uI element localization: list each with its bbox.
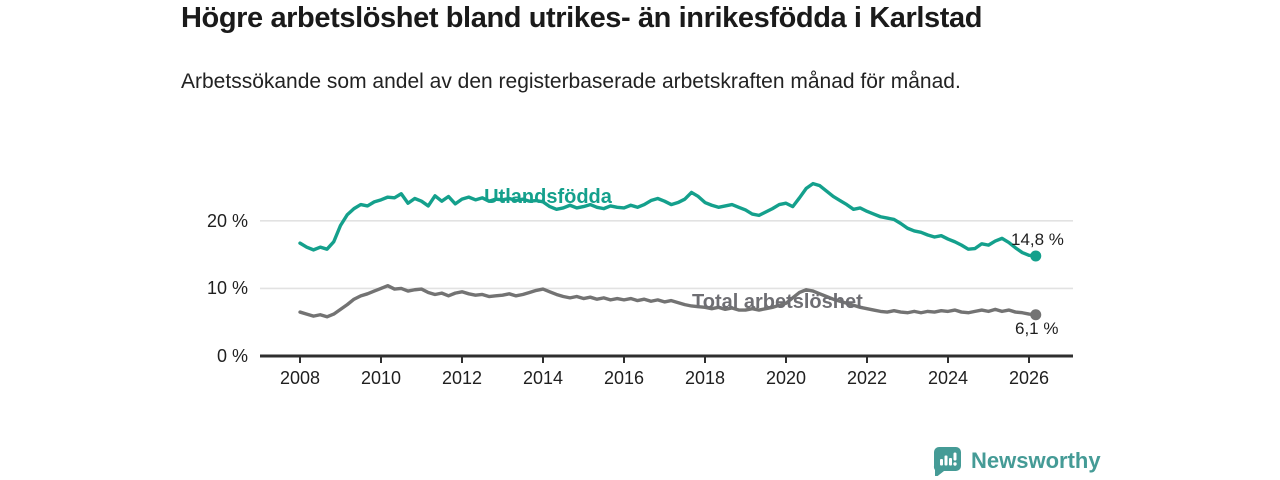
series-endpoint-dot-total [1030, 309, 1042, 321]
x-tick-label-2020: 2020 [765, 368, 807, 388]
end-value-label-utlandsfodda: 14,8 % [1011, 230, 1064, 249]
newsworthy-logo-icon [933, 447, 961, 476]
series-label-utlandsfodda: Utlandsfödda [484, 186, 612, 208]
series-label-total-arbetsloshet: Total arbetslöshet [692, 291, 863, 313]
chart-title: Högre arbetslöshet bland utrikes- än inr… [181, 2, 983, 34]
newsworthy-brand-text: Newsworthy [971, 448, 1101, 473]
bar-chart-icon [940, 452, 957, 466]
y-gridlines [260, 220, 1073, 290]
x-tick-label-2014: 2014 [522, 368, 564, 388]
y-tick-label-20: 20 % [206, 211, 248, 231]
end-value-label-total: 6,1 % [1015, 319, 1059, 338]
y-tick-label-10: 10 % [206, 278, 248, 298]
x-tick-label-2012: 2012 [441, 368, 483, 388]
x-tick-label-2010: 2010 [360, 368, 402, 388]
x-tick-label-2026: 2026 [1008, 368, 1050, 388]
newsworthy-brand: Newsworthy [933, 446, 1101, 476]
y-tick-label-0: 0 % [216, 346, 248, 366]
series-line-utlandsfodda [298, 181, 1038, 258]
x-tick-label-2008: 2008 [279, 368, 321, 388]
series-endpoint-dot-utlandsfodda [1030, 250, 1042, 262]
x-axis-ticks [299, 356, 1030, 363]
x-tick-label-2022: 2022 [846, 368, 888, 388]
x-tick-label-2018: 2018 [684, 368, 726, 388]
chart-subtitle: Arbetssökande som andel av den registerb… [181, 70, 961, 93]
x-tick-label-2016: 2016 [603, 368, 645, 388]
series-line-total-arbetsloshet [298, 284, 1038, 319]
x-tick-label-2024: 2024 [927, 368, 969, 388]
